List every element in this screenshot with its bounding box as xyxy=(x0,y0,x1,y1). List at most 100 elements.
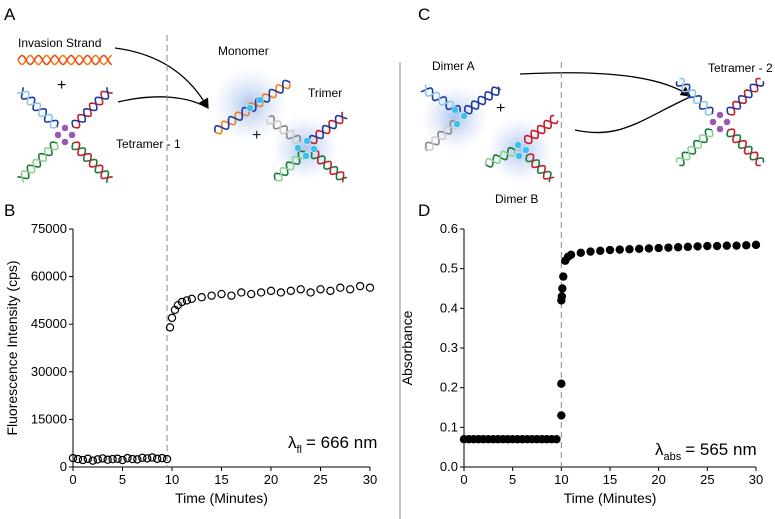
arrow xyxy=(117,96,207,108)
point xyxy=(128,454,137,464)
point xyxy=(576,248,586,257)
plot-frame xyxy=(464,229,756,467)
y-tick-label: 0.6 xyxy=(440,221,458,236)
point xyxy=(246,289,256,299)
bead xyxy=(709,118,717,126)
point xyxy=(615,245,624,254)
x-tick-label: 0 xyxy=(460,472,467,487)
point xyxy=(266,286,276,296)
label: Dimer B xyxy=(495,192,538,206)
point xyxy=(187,294,196,304)
helix xyxy=(20,142,59,183)
point xyxy=(118,455,127,465)
point xyxy=(113,454,122,463)
point xyxy=(152,454,162,463)
point xyxy=(557,292,567,301)
panel-letter: B xyxy=(4,201,15,220)
point xyxy=(138,453,147,462)
x-tick-label: 25 xyxy=(700,472,714,487)
x-axis-label: Time (Minutes) xyxy=(564,490,657,506)
point xyxy=(683,242,693,252)
plot-frame xyxy=(73,229,370,467)
point xyxy=(596,246,605,256)
annotation-symbol: λ xyxy=(655,440,664,459)
x-tick-label: 20 xyxy=(651,472,665,487)
bead xyxy=(515,152,523,160)
point xyxy=(654,243,663,253)
label: Monomer xyxy=(218,44,269,58)
helix xyxy=(464,86,500,115)
point xyxy=(182,296,192,305)
helix xyxy=(308,114,348,143)
x-tick-label: 20 xyxy=(264,472,278,487)
helix xyxy=(675,129,714,163)
point xyxy=(365,283,375,292)
point xyxy=(306,288,315,297)
x-tick-label: 5 xyxy=(119,472,126,487)
bead xyxy=(68,131,76,139)
point xyxy=(722,241,732,250)
y-tick-label: 0.4 xyxy=(440,300,458,315)
bead xyxy=(522,146,530,154)
bead xyxy=(514,141,522,149)
point xyxy=(712,241,722,251)
bead xyxy=(723,118,731,126)
helix xyxy=(266,119,301,145)
helix xyxy=(679,77,713,116)
helix xyxy=(310,151,348,181)
point xyxy=(557,379,566,388)
annotation-text: = 565 nm xyxy=(685,440,756,459)
point xyxy=(296,285,305,294)
helix xyxy=(268,115,302,143)
point xyxy=(276,288,286,297)
point xyxy=(316,285,325,294)
bead xyxy=(303,137,311,145)
helix xyxy=(727,128,761,167)
helix xyxy=(273,150,306,181)
label: Trimer xyxy=(308,86,342,100)
point xyxy=(336,283,345,292)
label: Tetramer - 2 xyxy=(708,61,773,75)
point xyxy=(664,243,673,252)
point xyxy=(68,453,78,463)
point xyxy=(693,242,702,251)
y-tick-label: 15000 xyxy=(31,411,67,426)
point xyxy=(98,454,107,463)
helix xyxy=(311,149,345,183)
helix xyxy=(526,153,555,180)
point xyxy=(326,286,335,296)
point xyxy=(355,281,365,291)
plus: + xyxy=(496,100,505,117)
y-tick-label: 0.2 xyxy=(440,380,458,395)
point xyxy=(73,454,83,464)
point xyxy=(197,293,206,302)
point xyxy=(742,241,751,250)
x-tick-label: 10 xyxy=(554,472,568,487)
bead xyxy=(61,138,69,146)
label: Invasion Strand xyxy=(18,36,101,50)
helix xyxy=(17,141,58,180)
helix xyxy=(17,90,58,129)
helix xyxy=(17,54,113,66)
x-tick-label: 0 xyxy=(69,472,76,487)
point xyxy=(133,455,142,464)
helix xyxy=(214,81,291,135)
point xyxy=(123,453,132,463)
bead xyxy=(460,112,468,120)
helix xyxy=(274,151,307,182)
bead xyxy=(256,96,264,104)
annotation-subscript: abs xyxy=(664,451,682,463)
point xyxy=(286,286,295,296)
x-tick-label: 15 xyxy=(214,472,228,487)
point xyxy=(635,244,644,254)
point xyxy=(143,454,152,463)
bead xyxy=(716,111,724,119)
bead xyxy=(302,152,310,160)
y-tick-label: 0.1 xyxy=(440,419,458,434)
bead xyxy=(453,120,461,128)
point xyxy=(93,455,102,464)
x-tick-label: 30 xyxy=(363,472,377,487)
point xyxy=(559,272,568,281)
x-tick-label: 30 xyxy=(749,472,763,487)
point xyxy=(165,323,175,332)
